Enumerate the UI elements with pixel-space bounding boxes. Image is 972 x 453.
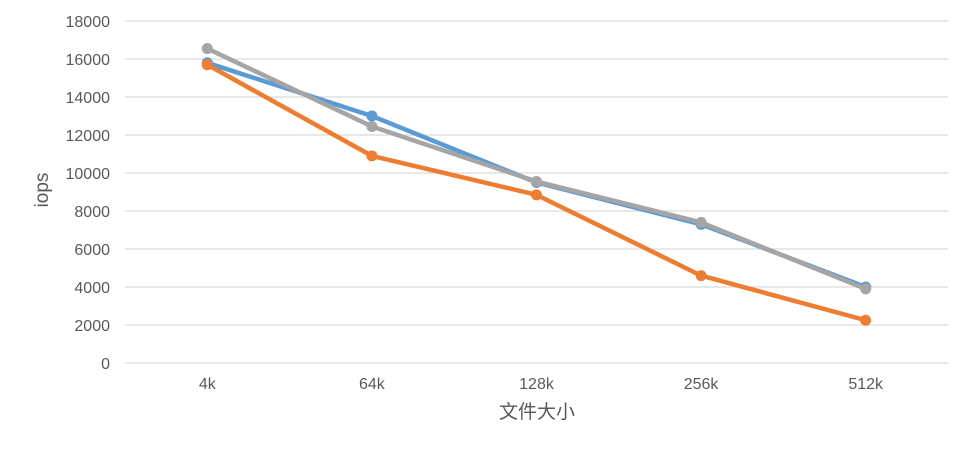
x-axis-ticks: 4k 64k 128k 256k 512k [199, 376, 884, 393]
y-axis-ticks: 0 2000 4000 6000 8000 10000 12000 14000 16000 180… [66, 14, 111, 373]
series-layer [201, 43, 872, 326]
y-tick-label: 8000 [74, 204, 110, 221]
y-axis-title: iops [32, 173, 53, 208]
x-tick-label: 512k [848, 376, 884, 393]
y-tick-label: 12000 [66, 128, 111, 145]
y-tick-label: 6000 [74, 242, 110, 259]
y-tick-label: 4000 [74, 280, 110, 297]
data-point [531, 176, 542, 188]
data-point [366, 110, 378, 122]
y-tick-label: 10000 [66, 166, 111, 183]
y-tick-label: 18000 [66, 14, 111, 31]
series-3 [201, 43, 872, 295]
y-tick-label: 2000 [74, 318, 110, 335]
x-tick-label: 128k [519, 376, 555, 393]
data-point [201, 43, 213, 55]
series-line [205, 46, 868, 292]
y-tick-label: 16000 [66, 52, 111, 69]
data-point [695, 270, 707, 282]
x-tick-label: 64k [359, 376, 386, 393]
y-tick-label: 14000 [66, 90, 111, 107]
data-point [695, 216, 707, 228]
x-tick-label: 256k [684, 376, 720, 393]
x-axis-title: 文件大小 [499, 401, 575, 423]
data-point [201, 59, 213, 71]
series-2 [201, 59, 872, 326]
data-point [531, 189, 542, 201]
gridlines [125, 20, 948, 364]
x-tick-label: 4k [199, 376, 217, 393]
data-point [860, 314, 872, 326]
data-point [366, 150, 378, 162]
y-tick-label: 0 [101, 356, 110, 373]
data-point [366, 120, 378, 132]
data-point [860, 283, 872, 295]
